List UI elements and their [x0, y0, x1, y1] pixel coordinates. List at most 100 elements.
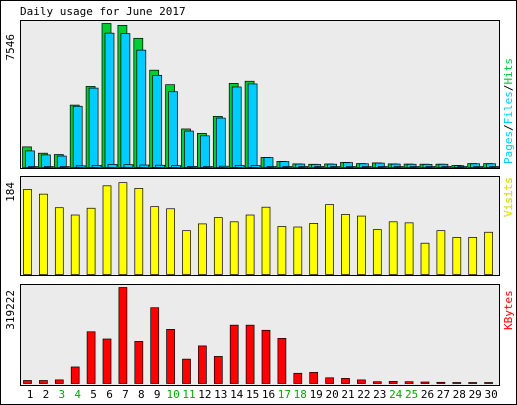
bar-kbytes-day-9 — [150, 307, 160, 384]
bar-kbytes-day-13 — [213, 356, 223, 384]
bar-visits-day-18 — [293, 226, 303, 275]
panel-kbytes — [20, 284, 500, 386]
bar-visits-day-25 — [404, 222, 414, 275]
bar-visits-day-20 — [325, 204, 334, 275]
bar-visits-day-1 — [23, 189, 32, 275]
bar-visits-day-14 — [229, 221, 239, 275]
day-label-13: 13 — [214, 388, 227, 401]
bar-files-day-12 — [200, 135, 210, 168]
bar-kbytes-day-18 — [293, 372, 303, 384]
bar-pages-day-10 — [171, 165, 181, 168]
bar-pages-day-3 — [59, 166, 70, 168]
day-label-14: 14 — [230, 388, 244, 401]
bar-visits-day-12 — [198, 223, 207, 275]
bar-files-day-14 — [231, 86, 242, 168]
bar-kbytes-day-2 — [39, 380, 48, 384]
bar-kbytes-day-6 — [102, 338, 112, 384]
bar-visits-day-17 — [277, 226, 287, 275]
day-label-21: 21 — [341, 388, 354, 401]
bar-visits-day-13 — [213, 217, 223, 275]
bar-pages-day-13 — [218, 165, 229, 168]
panel-hits-files-pages — [20, 20, 500, 169]
bar-files-day-9 — [152, 74, 163, 168]
day-label-26: 26 — [421, 388, 434, 401]
bar-visits-day-15 — [245, 214, 255, 275]
day-label-2: 2 — [43, 388, 50, 401]
bar-kbytes-day-8 — [134, 341, 144, 384]
day-label-4: 4 — [74, 388, 81, 401]
bar-visits-day-8 — [134, 188, 144, 275]
day-label-17: 17 — [278, 388, 291, 401]
bar-pages-day-16 — [266, 166, 277, 168]
bar-files-day-1 — [25, 150, 35, 168]
bar-pages-day-22 — [362, 166, 372, 168]
day-label-28: 28 — [453, 388, 466, 401]
bar-pages-day-9 — [155, 164, 166, 168]
bar-files-day-2 — [41, 154, 51, 168]
hits-files-pages-bars — [22, 23, 499, 168]
day-label-9: 9 — [154, 388, 161, 401]
bar-kbytes-day-25 — [404, 381, 414, 384]
bar-pages-day-11 — [187, 166, 197, 168]
axis-label-part-2: Files — [502, 91, 515, 124]
bar-kbytes-day-12 — [198, 345, 207, 384]
bar-kbytes-day-1 — [23, 380, 32, 384]
day-label-27: 27 — [437, 388, 450, 401]
bar-kbytes-day-4 — [70, 366, 80, 384]
bar-kbytes-day-15 — [245, 324, 255, 384]
bar-files-day-8 — [136, 49, 147, 168]
day-label-19: 19 — [310, 388, 323, 401]
bar-visits-day-9 — [150, 206, 160, 275]
chart-title: Daily usage for June 2017 — [20, 5, 186, 18]
day-label-12: 12 — [198, 388, 211, 401]
bar-pages-day-2 — [44, 166, 54, 168]
bar-pages-day-12 — [203, 166, 213, 168]
day-label-24: 24 — [389, 388, 403, 401]
bar-kbytes-day-7 — [118, 287, 128, 384]
bar-kbytes-day-22 — [357, 379, 366, 384]
bar-pages-day-18 — [298, 166, 309, 168]
day-label-1: 1 — [27, 388, 34, 401]
day-label-5: 5 — [90, 388, 97, 401]
bar-pages-day-15 — [250, 165, 261, 168]
hits-max-label: 7546 — [4, 34, 17, 61]
bar-kbytes-day-24 — [388, 381, 398, 384]
bar-visits-day-7 — [118, 182, 128, 275]
bar-files-day-7 — [120, 33, 131, 168]
bar-pages-day-29 — [473, 166, 484, 168]
kbytes-max-label: 319222 — [4, 290, 17, 330]
bar-pages-day-30 — [489, 166, 499, 168]
bar-pages-day-8 — [139, 164, 150, 168]
bar-pages-day-28 — [457, 166, 468, 168]
bar-pages-day-17 — [282, 166, 293, 168]
axis-label-part-4: Hits — [502, 58, 515, 85]
bar-kbytes-day-19 — [309, 372, 319, 384]
bar-kbytes-day-23 — [372, 381, 382, 384]
bar-files-day-6 — [104, 32, 115, 168]
day-label-6: 6 — [106, 388, 113, 401]
bar-visits-day-2 — [39, 193, 48, 275]
axis-label-part-1: / — [502, 124, 515, 131]
bar-visits-day-16 — [261, 206, 271, 275]
bar-visits-day-30 — [484, 231, 493, 275]
bar-visits-day-10 — [166, 208, 175, 275]
bar-kbytes-day-10 — [166, 329, 175, 384]
bar-kbytes-day-11 — [182, 358, 191, 384]
axis-label-part-3: / — [502, 85, 515, 92]
visits-max-label: 184 — [4, 182, 17, 202]
bar-pages-day-27 — [441, 166, 452, 168]
bar-kbytes-day-21 — [341, 378, 350, 384]
bar-pages-day-14 — [234, 165, 245, 168]
bar-visits-day-11 — [182, 230, 191, 275]
day-label-22: 22 — [357, 388, 370, 401]
bar-kbytes-day-27 — [436, 381, 446, 384]
bar-files-day-15 — [247, 83, 258, 168]
bar-visits-day-19 — [309, 223, 319, 275]
bar-kbytes-day-28 — [452, 382, 462, 384]
day-axis-labels: 1 2 3 4 5 6 7 8 9 10 11 12 13 14 15 16 17 18 19 20 21 22 23 24 2… — [27, 388, 498, 401]
bar-files-day-10 — [168, 91, 178, 168]
bar-visits-day-23 — [372, 229, 382, 275]
day-label-15: 15 — [246, 388, 259, 401]
bar-pages-day-4 — [75, 165, 86, 168]
